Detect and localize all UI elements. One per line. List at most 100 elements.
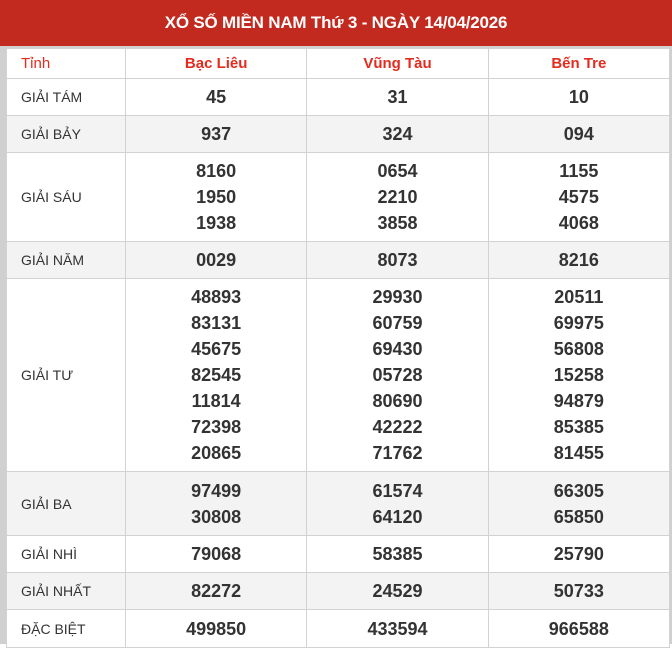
prize-label: GIẢI TƯ [6,278,126,472]
prize-row: GIẢI SÁU 8160 1950 1938 0654 2210 3858 1155 4575… [6,152,671,242]
results-table: Tỉnh Bạc Liêu Vũng Tàu Bến Tre GIẢI TÁM 4… [6,48,671,648]
prize-number: 31 [387,87,408,107]
prize-number: 3858 [377,213,418,233]
prize-cell: 094 [487,115,671,153]
prize-label: GIẢI TÁM [6,78,126,116]
prize-number: 11814 [191,391,241,411]
prize-cell: 29930 60759 69430 05728 80690 42222 71762 [306,278,489,472]
prize-row: GIẢI NHẤT 82272 24529 50733 [6,572,671,610]
prize-number: 499850 [186,618,247,639]
prize-number: 42222 [372,417,423,437]
prize-label: GIẢI SÁU [6,152,126,242]
prize-cell: 66305 65850 [487,471,671,536]
prize-number: 65850 [553,506,604,527]
prize-cell: 20511 69975 56808 15258 94879 85385 81455 [487,278,671,472]
prize-number: 094 [563,124,594,144]
results-frame: Tỉnh Bạc Liêu Vũng Tàu Bến Tre GIẢI TÁM 4… [0,46,672,648]
prize-number: 1950 [196,187,237,207]
prize-label: GIẢI NHÌ [6,535,126,573]
prize-label: GIẢI NHẤT [6,572,126,610]
prize-number: 72398 [191,417,242,437]
prize-cell: 1155 4575 4068 [487,152,671,242]
prize-cell: 58385 [306,535,489,573]
prize-number: 48893 [191,287,242,307]
province-label: Tỉnh [6,48,126,79]
prize-number: 56808 [553,339,604,359]
prize-number: 29930 [372,287,423,307]
prize-row: GIẢI NĂM 0029 8073 8216 [6,241,671,279]
prize-number: 79068 [191,544,242,564]
prize-number: 20511 [554,287,604,307]
prize-row: GIẢI BA 97499 30808 61574 64120 66305 65850 [6,471,671,536]
prize-number: 80690 [372,391,423,411]
prize-cell: 24529 [306,572,489,610]
prize-cell: 937 [124,115,308,153]
prize-number: 25790 [553,544,604,564]
prize-cell: 82272 [124,572,308,610]
prize-number: 1938 [196,213,237,233]
prize-number: 8160 [196,161,237,181]
prize-number: 433594 [367,618,428,639]
prize-cell: 0654 2210 3858 [306,152,489,242]
prize-number: 20865 [191,443,242,463]
prize-cell: 324 [306,115,489,153]
prize-row: GIẢI BẢY 937 324 094 [6,115,671,153]
province-bac-lieu[interactable]: Bạc Liêu [124,48,308,79]
prize-number: 64120 [372,506,423,527]
prize-label: GIẢI BẢY [6,115,126,153]
prize-number: 71762 [372,443,423,463]
province-ben-tre: Bến Tre [487,48,671,79]
prize-cell: 433594 [306,609,489,648]
prize-number: 82545 [191,365,242,385]
prize-cell: 10 [487,78,671,116]
prize-number: 4575 [558,187,599,207]
prize-number: 83131 [191,313,242,333]
prize-number: 937 [201,124,232,144]
prize-number: 45 [206,87,227,107]
prize-cell: 61574 64120 [306,471,489,536]
prize-number: 10 [568,87,589,107]
prize-number: 8216 [558,250,599,270]
results-title: XỔ SỐ MIỀN NAM Thứ 3 - NGÀY 14/04/2026 [0,0,672,46]
prize-cell: 45 [124,78,308,116]
prize-number: 4068 [558,213,599,233]
prize-number: 324 [382,124,413,144]
prize-cell: 97499 30808 [124,471,308,536]
prize-cell: 8216 [487,241,671,279]
prize-number: 85385 [553,417,604,437]
prize-cell: 966588 [487,609,671,648]
prize-number: 8073 [377,250,418,270]
prize-number: 94879 [553,391,604,411]
prize-number: 966588 [548,618,609,639]
prize-cell: 79068 [124,535,308,573]
prize-number: 69975 [553,313,604,333]
prize-cell: 48893 83131 45675 82545 11814 72398 20865 [124,278,308,472]
prize-number: 05728 [372,365,423,385]
prize-number: 1155 [559,161,599,181]
prize-number: 61574 [372,480,423,501]
prize-cell: 0029 [124,241,308,279]
prize-label: ĐẶC BIỆT [6,609,126,648]
prize-row: GIẢI TƯ 48893 83131 45675 82545 11814 72398 208… [6,278,671,472]
prize-number: 0029 [196,250,237,270]
prize-number: 45675 [191,339,242,359]
prize-cell: 31 [306,78,489,116]
prize-number: 82272 [191,581,242,601]
prize-cell: 8073 [306,241,489,279]
prize-label: GIẢI NĂM [6,241,126,279]
prize-number: 58385 [372,544,423,564]
table-header-row: Tỉnh Bạc Liêu Vũng Tàu Bến Tre [6,48,671,79]
prize-number: 69430 [372,339,423,359]
province-vung-tau[interactable]: Vũng Tàu [306,48,489,79]
prize-label: GIẢI BA [6,471,126,536]
prize-cell: 499850 [124,609,308,648]
prize-number: 15258 [553,365,604,385]
prize-number: 81455 [553,443,604,463]
prize-number: 97499 [191,480,242,501]
prize-number: 66305 [553,480,604,501]
prize-cell: 25790 [487,535,671,573]
prize-cell: 8160 1950 1938 [124,152,308,242]
prize-row: GIẢI NHÌ 79068 58385 25790 [6,535,671,573]
prize-number: 30808 [191,506,242,527]
prize-number: 24529 [372,581,423,601]
